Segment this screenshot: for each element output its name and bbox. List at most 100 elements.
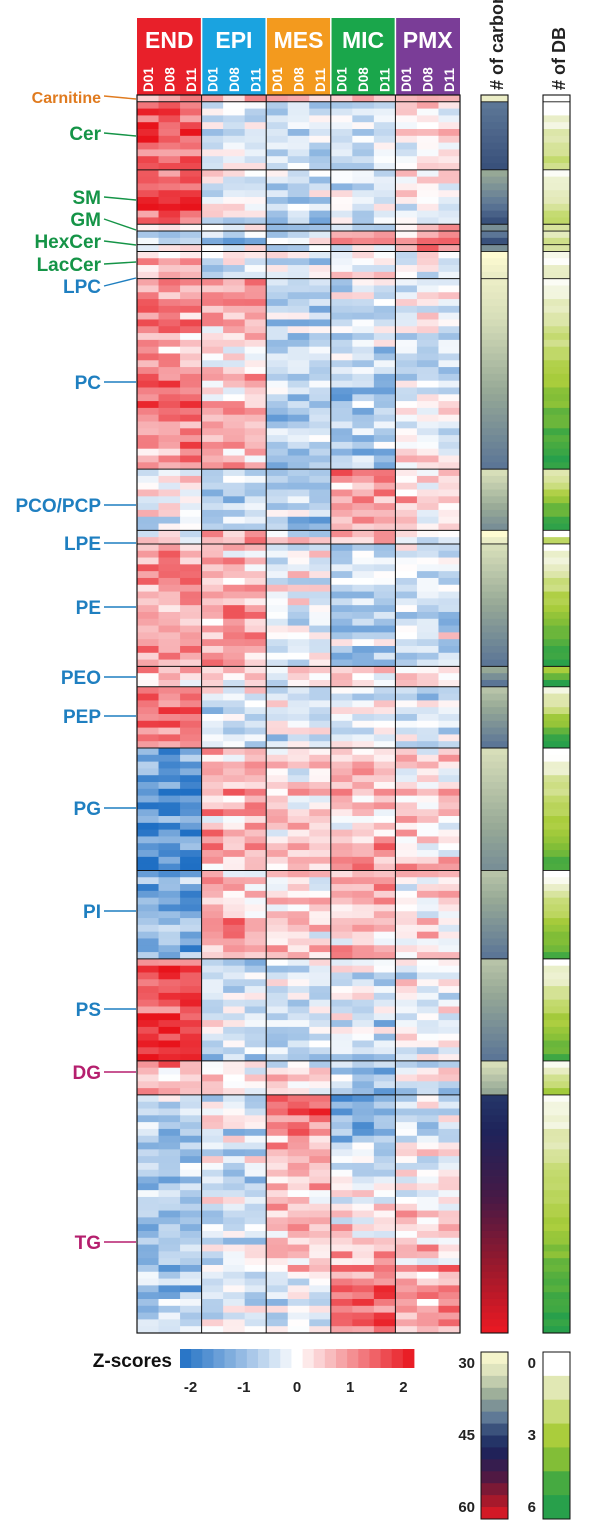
heatmap-cell <box>373 1020 396 1028</box>
heatmap-cell <box>416 707 439 715</box>
heatmap-cell <box>158 210 181 218</box>
heatmap-cell <box>438 1312 461 1320</box>
heatmap-cell <box>158 115 181 123</box>
carbon-cell <box>481 1149 508 1157</box>
heatmap-cell <box>416 645 439 654</box>
heatmap-cell <box>416 924 439 933</box>
heatmap-cell <box>352 611 375 620</box>
heatmap-cell <box>309 666 332 674</box>
heatmap-cell <box>266 856 289 865</box>
carbon-cell <box>481 346 508 354</box>
heatmap-cell <box>330 299 353 307</box>
db-cell <box>543 632 570 640</box>
heatmap-cell <box>330 95 353 103</box>
heatmap-cell <box>201 972 224 980</box>
heatmap-cell <box>330 958 353 967</box>
heatmap-cell <box>201 1285 224 1293</box>
heatmap-cell <box>352 890 375 899</box>
heatmap-cell <box>201 1047 224 1055</box>
heatmap-cell <box>395 183 418 191</box>
db-cell <box>543 761 570 769</box>
heatmap-cell <box>438 639 461 647</box>
heatmap-cell <box>330 1169 353 1177</box>
heatmap-cell <box>416 843 439 851</box>
db-cell <box>543 265 570 273</box>
heatmap-cell <box>180 1101 202 1109</box>
heatmap-cell <box>309 346 332 354</box>
heatmap-cell <box>373 489 396 497</box>
group-header-mes <box>266 18 331 95</box>
carbon-cell <box>481 632 508 640</box>
heatmap-cell <box>395 244 418 252</box>
heatmap-cell <box>395 911 418 919</box>
heatmap-cell <box>352 931 375 939</box>
db-cell <box>543 768 570 776</box>
zscore-legend-swatch <box>302 1349 315 1368</box>
heatmap-cell <box>180 101 202 109</box>
carbon-cell <box>481 659 508 667</box>
heatmap-cell <box>180 1142 202 1150</box>
heatmap-cell <box>287 292 310 300</box>
heatmap-cell <box>438 503 461 511</box>
heatmap-cell <box>438 469 461 477</box>
heatmap-cell <box>266 999 289 1007</box>
heatmap-cell <box>137 754 159 763</box>
heatmap-cell <box>223 584 246 592</box>
heatmap-cell <box>223 203 246 212</box>
heatmap-cell <box>352 1258 375 1266</box>
heatmap-cell <box>352 305 375 314</box>
heatmap-cell <box>416 122 439 130</box>
heatmap-cell <box>244 1169 267 1177</box>
heatmap-cell <box>201 523 224 531</box>
heatmap-cell <box>438 149 461 157</box>
heatmap-cell <box>223 727 246 735</box>
heatmap-cell <box>330 1115 353 1123</box>
carbon-cell <box>481 945 508 953</box>
heatmap-cell <box>309 564 332 572</box>
heatmap-cell <box>395 149 418 157</box>
heatmap-cell <box>244 543 267 552</box>
heatmap-cell <box>158 326 181 334</box>
heatmap-cell <box>438 1298 461 1307</box>
heatmap-cell <box>223 441 246 450</box>
heatmap-cell <box>223 754 246 763</box>
heatmap-cell <box>309 503 332 511</box>
heatmap-cell <box>352 1176 375 1184</box>
heatmap-cell <box>352 237 375 246</box>
heatmap-cell <box>201 1251 224 1259</box>
db-cell <box>543 1156 570 1164</box>
heatmap-cell <box>330 768 353 776</box>
heatmap-cell <box>158 156 181 164</box>
heatmap-cell <box>287 843 310 851</box>
heatmap-cell <box>330 265 353 273</box>
db-cell <box>543 782 570 790</box>
heatmap-cell <box>330 407 353 416</box>
heatmap-cell <box>201 1298 224 1307</box>
group-name: EPI <box>215 27 252 53</box>
heatmap-cell <box>180 156 202 164</box>
heatmap-cell <box>137 782 159 790</box>
heatmap-cell <box>158 462 181 470</box>
heatmap-cell <box>395 1203 418 1211</box>
heatmap-cell <box>223 802 246 810</box>
heatmap-cell <box>201 1088 224 1096</box>
carbon-cell <box>481 679 508 688</box>
heatmap-cell <box>137 312 159 320</box>
heatmap-cell <box>201 129 224 137</box>
heatmap-cell <box>416 945 439 953</box>
heatmap-cell <box>223 788 246 797</box>
heatmap-cell <box>244 1067 267 1075</box>
heatmap-cell <box>287 768 310 776</box>
heatmap-cell <box>137 142 159 150</box>
heatmap-cell <box>373 897 396 905</box>
heatmap-cell <box>266 285 289 293</box>
heatmap-cell <box>287 101 310 109</box>
heatmap-cell <box>244 659 267 667</box>
heatmap-cell <box>416 1278 439 1286</box>
heatmap-cell <box>223 285 246 293</box>
heatmap-cell <box>309 1251 332 1259</box>
heatmap-cell <box>438 278 461 286</box>
heatmap-cell <box>201 754 224 763</box>
heatmap-cell <box>330 1101 353 1109</box>
